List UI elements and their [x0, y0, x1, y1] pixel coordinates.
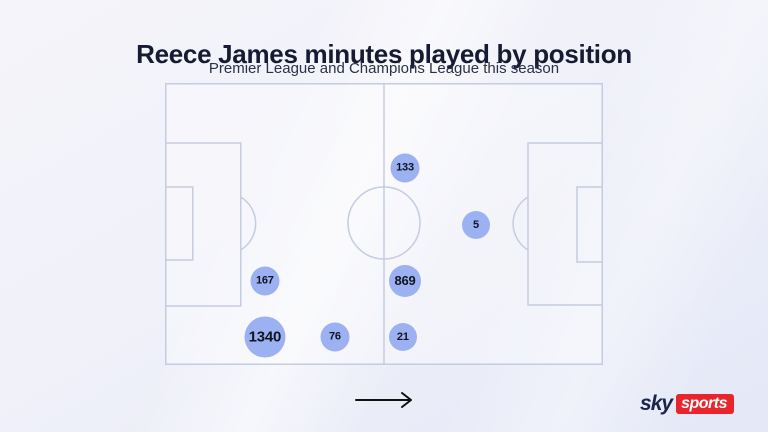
minutes-bubble: 133 [390, 153, 420, 183]
minutes-bubble: 21 [388, 322, 417, 351]
pitch-markings-icon [165, 83, 603, 365]
page-subtitle: Premier League and Champions League this… [208, 60, 560, 77]
minutes-bubble: 76 [320, 322, 350, 352]
right-arrow-icon [355, 392, 412, 408]
minutes-bubble: 5 [461, 211, 490, 240]
sky-sports-logo: sky sports [640, 392, 734, 415]
pitch-bubbles: 1340 869 167 133 76 21 5 [165, 83, 603, 365]
attack-direction [353, 390, 417, 415]
minutes-bubble: 167 [250, 266, 280, 296]
minutes-bubble: 1340 [244, 316, 286, 358]
football-pitch: 1340 869 167 133 76 21 5 [165, 83, 603, 365]
sports-logo-badge: sports [676, 394, 734, 414]
sky-logo-text: sky [640, 392, 673, 415]
minutes-bubble: 869 [389, 264, 422, 297]
page-title: Reece James minutes played by position [136, 39, 632, 70]
